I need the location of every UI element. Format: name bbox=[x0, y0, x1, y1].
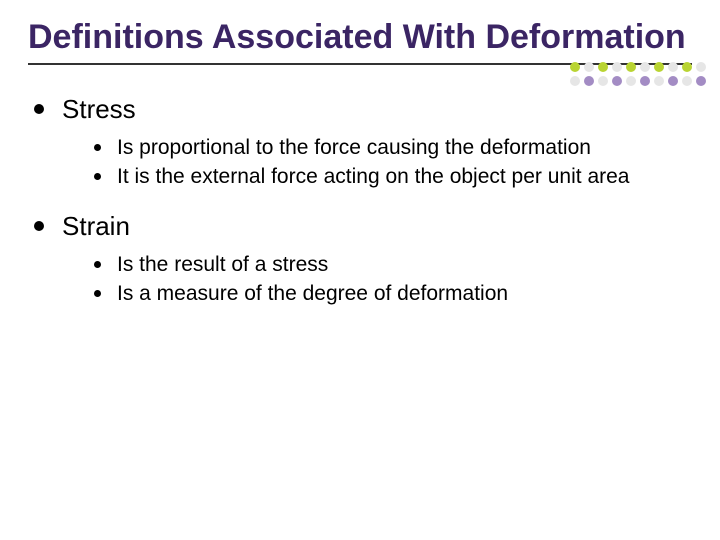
bullet-icon bbox=[94, 144, 101, 151]
bullet-icon bbox=[94, 261, 101, 268]
dot-icon bbox=[570, 62, 580, 72]
dot-icon bbox=[584, 62, 594, 72]
sublist-item-label: It is the external force acting on the o… bbox=[117, 163, 629, 190]
dot-icon bbox=[654, 76, 664, 86]
sublist: Is the result of a stress Is a measure o… bbox=[34, 251, 692, 308]
dot-icon bbox=[626, 62, 636, 72]
list-item-label: Strain bbox=[62, 210, 130, 243]
slide: Definitions Associated With Deformation … bbox=[0, 0, 720, 540]
dot-icon bbox=[570, 76, 580, 86]
sublist-item: Is proportional to the force causing the… bbox=[94, 134, 692, 161]
dot-icon bbox=[612, 62, 622, 72]
bullet-icon bbox=[34, 104, 44, 114]
dot-icon bbox=[682, 62, 692, 72]
dot-icon bbox=[640, 62, 650, 72]
dot-row bbox=[570, 76, 706, 86]
sublist-item-label: Is proportional to the force causing the… bbox=[117, 134, 591, 161]
dot-icon bbox=[598, 62, 608, 72]
dot-icon bbox=[668, 62, 678, 72]
dot-icon bbox=[612, 76, 622, 86]
sublist: Is proportional to the force causing the… bbox=[34, 134, 692, 191]
bullet-icon bbox=[94, 173, 101, 180]
bullet-icon bbox=[34, 221, 44, 231]
dot-icon bbox=[598, 76, 608, 86]
bullet-icon bbox=[94, 290, 101, 297]
dot-icon bbox=[654, 62, 664, 72]
sublist-item: Is a measure of the degree of deformatio… bbox=[94, 280, 692, 307]
list-item-label: Stress bbox=[62, 93, 136, 126]
sublist-item: It is the external force acting on the o… bbox=[94, 163, 692, 190]
sublist-item: Is the result of a stress bbox=[94, 251, 692, 278]
list-item: Stress bbox=[34, 93, 692, 126]
sublist-item-label: Is a measure of the degree of deformatio… bbox=[117, 280, 508, 307]
dot-icon bbox=[668, 76, 678, 86]
slide-title: Definitions Associated With Deformation bbox=[28, 18, 692, 57]
sublist-item-label: Is the result of a stress bbox=[117, 251, 328, 278]
decorative-dots bbox=[570, 62, 706, 90]
dot-icon bbox=[682, 76, 692, 86]
dot-icon bbox=[584, 76, 594, 86]
list-item: Strain bbox=[34, 210, 692, 243]
dot-icon bbox=[640, 76, 650, 86]
content-area: Stress Is proportional to the force caus… bbox=[28, 93, 692, 307]
dot-icon bbox=[696, 62, 706, 72]
dot-icon bbox=[626, 76, 636, 86]
dot-icon bbox=[696, 76, 706, 86]
dot-row bbox=[570, 62, 706, 72]
